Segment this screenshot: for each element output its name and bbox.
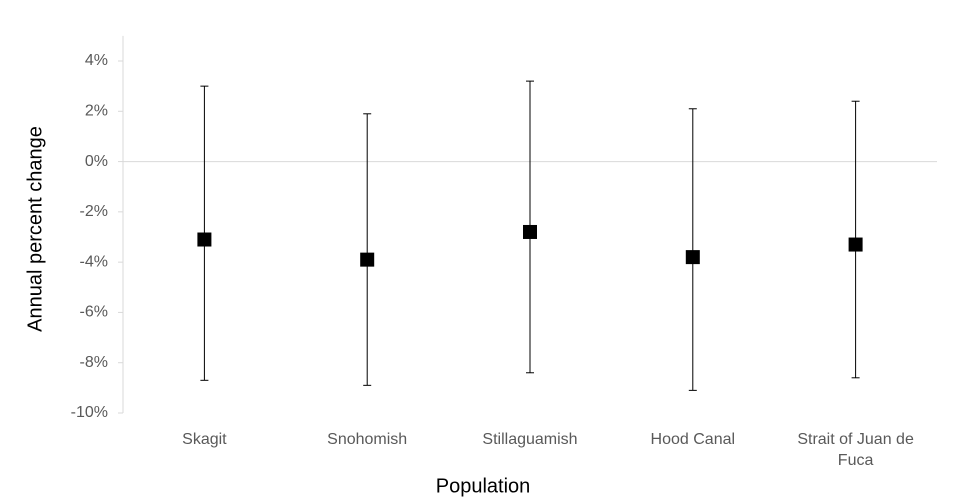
y-tick-label: 4% bbox=[85, 52, 108, 69]
x-tick-label: Skagit bbox=[182, 431, 227, 448]
x-axis-title: Population bbox=[436, 475, 531, 497]
y-tick-label: -4% bbox=[80, 253, 108, 270]
y-tick-label: -2% bbox=[80, 203, 108, 220]
y-axis-title: Annual percent change bbox=[24, 126, 46, 332]
y-tick-label: -6% bbox=[80, 304, 108, 321]
x-tick-label: Strait of Juan de Fuca bbox=[797, 431, 914, 469]
x-tick-label: Snohomish bbox=[327, 431, 408, 448]
y-tick-label: -8% bbox=[80, 354, 108, 371]
y-tick-label: -10% bbox=[71, 404, 108, 421]
point-marker bbox=[197, 232, 212, 247]
x-tick-label: Hood Canal bbox=[650, 431, 736, 448]
point-marker bbox=[360, 252, 375, 267]
point-marker bbox=[685, 250, 700, 265]
point-marker bbox=[523, 224, 537, 239]
x-tick-label: Stillaguamish bbox=[482, 431, 578, 448]
y-tick-label: 0% bbox=[85, 153, 108, 170]
point-marker bbox=[848, 237, 863, 252]
y-tick-label: 2% bbox=[85, 103, 108, 120]
